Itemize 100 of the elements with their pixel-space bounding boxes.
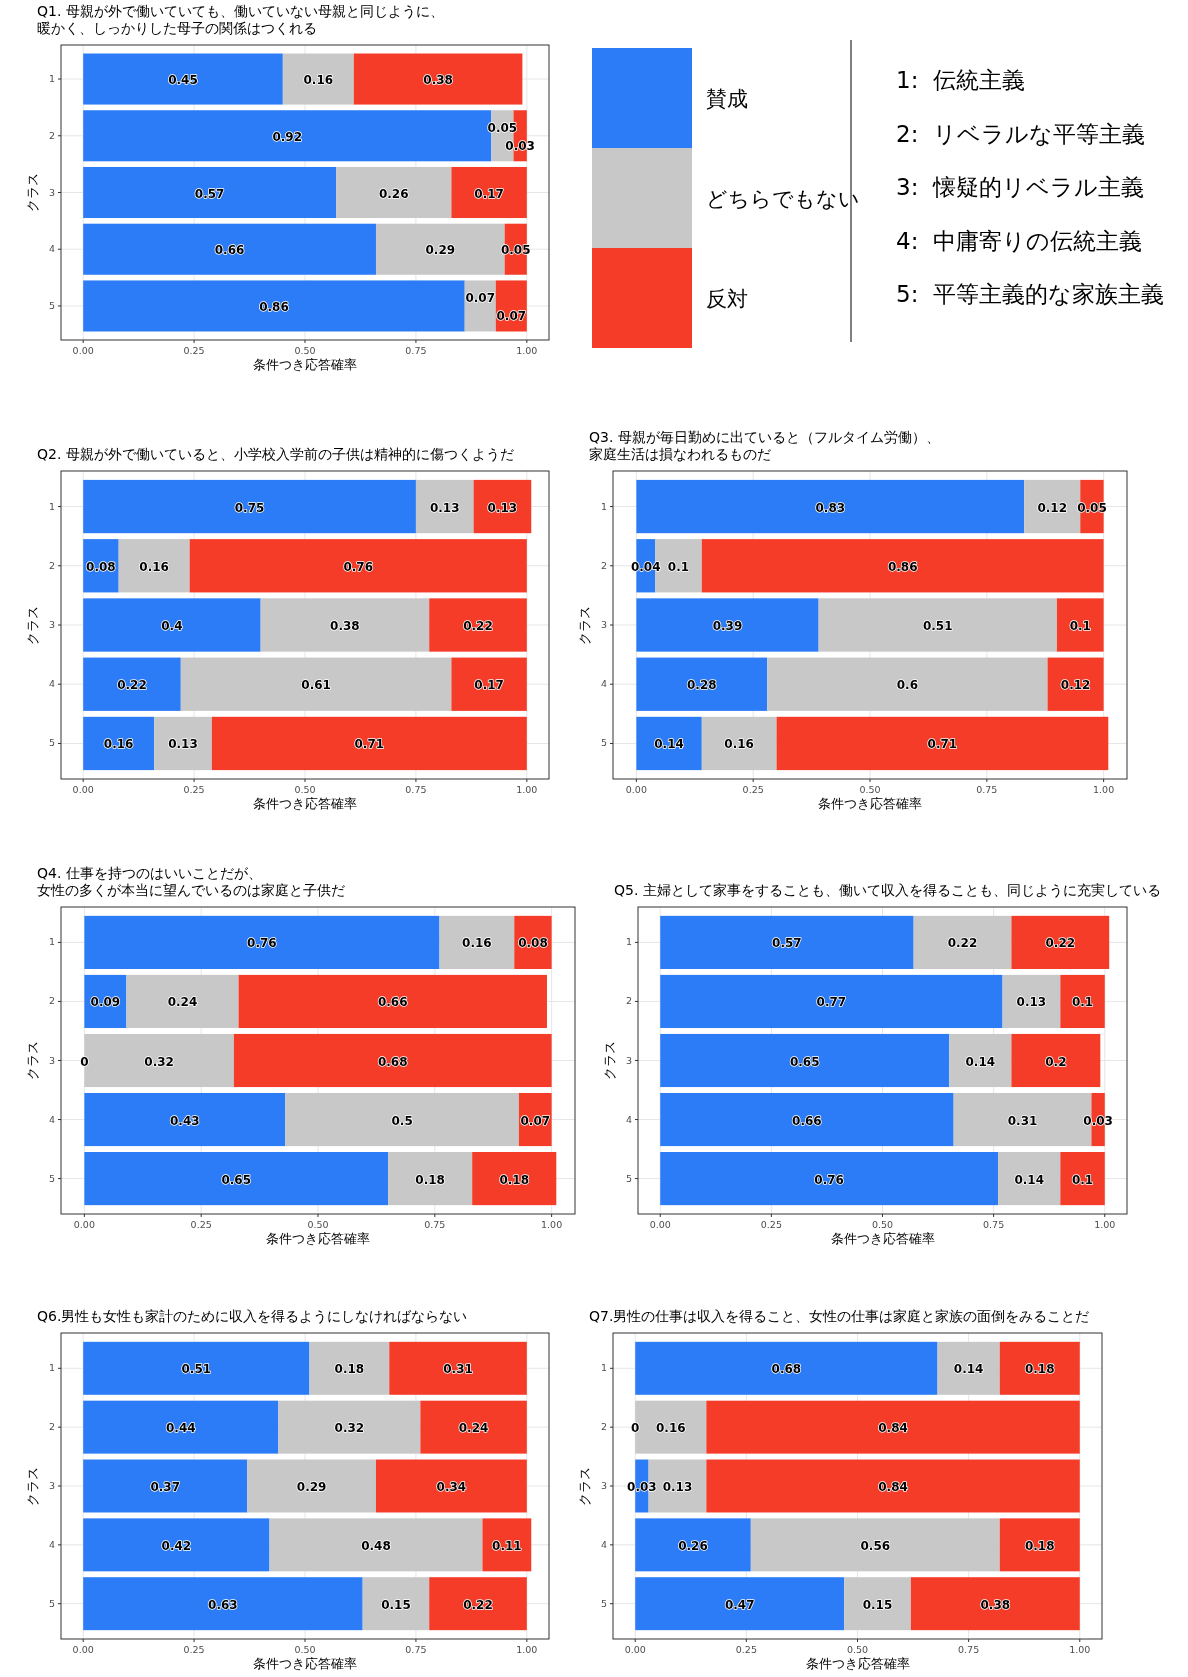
x-tick-label: 0.50 — [294, 1644, 316, 1655]
data-label: 0.5 — [391, 1113, 413, 1128]
x-tick-label: 0.50 — [307, 1219, 329, 1230]
y-tick-label: 5 — [625, 1172, 632, 1184]
x-tick-label: 0.25 — [760, 1219, 782, 1230]
x-tick-label: 1.00 — [516, 784, 538, 795]
y-tick-label: 5 — [600, 737, 607, 749]
x-tick-label: 0.75 — [405, 1644, 427, 1655]
data-label: 0.28 — [686, 678, 717, 693]
y-tick-label: 1 — [625, 936, 632, 948]
data-label: 0.37 — [150, 1480, 181, 1494]
data-label: 0.83 — [815, 500, 846, 515]
y-tick-label: 5 — [48, 299, 55, 311]
data-label: 0.18 — [1024, 1362, 1055, 1377]
x-tick-label: 0.00 — [72, 1644, 94, 1655]
data-label: 0.17 — [474, 186, 504, 201]
x-axis-title: 条件つき応答確率 — [253, 796, 357, 811]
data-label: 0.22 — [463, 1597, 493, 1612]
data-label: 0.66 — [377, 995, 408, 1010]
x-tick-label: 1.00 — [541, 1219, 563, 1230]
x-tick-label: 0.75 — [983, 1219, 1005, 1230]
data-label: 0.13 — [487, 500, 518, 515]
data-label: 0.31 — [443, 1362, 473, 1377]
chart-title: Q6.男性も女性も家計のために収入を得るようにしなければならない — [37, 1308, 468, 1324]
x-tick-label: 0.25 — [183, 345, 205, 356]
data-label: 0.32 — [144, 1054, 174, 1069]
data-label: 0.65 — [221, 1172, 252, 1187]
y-tick-label: 2 — [600, 559, 607, 571]
data-label: 0.38 — [980, 1597, 1011, 1612]
data-label: 0.76 — [814, 1172, 844, 1187]
y-tick-label: 4 — [48, 1113, 55, 1125]
x-tick-label: 0.50 — [846, 1644, 869, 1655]
y-tick-label: 4 — [600, 678, 607, 690]
data-label: 0.34 — [436, 1480, 467, 1494]
x-tick-label: 0.50 — [859, 784, 881, 795]
data-label: 0.38 — [423, 73, 453, 88]
data-label: 0.08 — [518, 936, 548, 951]
chart-title: Q5. 主婦として家事をすることも、働いて収入を得ることも、同じように充実している — [614, 882, 1161, 898]
data-label: 0.6 — [896, 678, 919, 693]
data-label: 0.86 — [887, 559, 918, 574]
x-tick-label: 0.75 — [405, 345, 427, 356]
data-label: 0.63 — [208, 1597, 238, 1612]
data-label: 0.16 — [462, 936, 492, 951]
text: 2: リベラルな平等主義 — [896, 120, 1146, 147]
y-tick-label: 4 — [48, 243, 55, 255]
text: 4: 中庸寄りの伝統主義 — [896, 227, 1143, 254]
data-label: 0.57 — [772, 936, 802, 951]
data-label: 0.61 — [301, 678, 331, 693]
x-tick-label: 0.75 — [976, 784, 998, 795]
x-axis-title: 条件つき応答確率 — [253, 1656, 357, 1671]
x-tick-label: 1.00 — [1094, 1219, 1116, 1230]
data-label: 0.11 — [492, 1538, 522, 1553]
x-tick-label: 0.50 — [294, 784, 316, 795]
data-label: 0.18 — [1024, 1538, 1055, 1553]
data-label: 0.16 — [724, 737, 754, 752]
data-label: 0.07 — [496, 308, 527, 323]
data-label: 0.12 — [1037, 500, 1068, 515]
data-label: 0.57 — [194, 186, 225, 201]
x-tick-label: 0.50 — [871, 1219, 894, 1230]
text: 5: 平等主義的な家族主義 — [896, 281, 1165, 307]
data-label: 0.16 — [139, 559, 169, 574]
y-tick-label: 2 — [48, 129, 55, 141]
y-tick-label: 4 — [48, 678, 55, 690]
y-axis-title: クラス — [25, 1466, 40, 1506]
x-tick-label: 0.00 — [72, 345, 94, 356]
x-tick-label: 0.75 — [405, 784, 427, 795]
x-tick-label: 1.00 — [1069, 1644, 1091, 1655]
data-label: 0.29 — [296, 1480, 327, 1494]
y-tick-label: 3 — [48, 619, 55, 630]
data-label: 0.03 — [505, 138, 535, 153]
data-label: 0.39 — [712, 619, 743, 633]
data-label: 0.44 — [165, 1421, 196, 1436]
data-label: 0.1 — [1071, 995, 1094, 1010]
x-tick-label: 0.00 — [649, 1219, 671, 1230]
x-tick-label: 0.00 — [625, 784, 647, 795]
x-tick-label: 1.00 — [1093, 784, 1115, 795]
y-axis-title: クラス — [577, 605, 592, 645]
data-label: 0.09 — [90, 995, 121, 1010]
data-label: 0.13 — [168, 737, 198, 752]
data-label: 0.32 — [334, 1421, 365, 1436]
y-tick-label: 1 — [48, 1362, 55, 1374]
data-label: 0.43 — [170, 1113, 200, 1128]
text: 1: 伝統主義 — [896, 67, 1026, 93]
data-label: 0.26 — [378, 186, 409, 201]
x-axis-title: 条件つき応答確率 — [818, 796, 922, 811]
y-axis-title: クラス — [577, 1466, 592, 1506]
data-label: 0.24 — [458, 1421, 489, 1436]
data-label: 0.14 — [654, 737, 684, 752]
data-label: 0.18 — [334, 1362, 365, 1377]
data-label: 0.15 — [381, 1597, 411, 1612]
y-tick-label: 4 — [48, 1538, 55, 1550]
data-label: 0.22 — [1045, 936, 1076, 951]
y-tick-label: 3 — [600, 1480, 607, 1491]
data-label: 0.14 — [953, 1362, 984, 1377]
data-label: 0.03 — [1083, 1113, 1113, 1128]
x-tick-label: 0.00 — [624, 1644, 646, 1655]
x-axis-title: 条件つき応答確率 — [253, 357, 357, 372]
x-tick-label: 0.25 — [742, 784, 764, 795]
x-axis-title: 条件つき応答確率 — [266, 1231, 370, 1246]
data-label: 0.76 — [343, 559, 374, 574]
